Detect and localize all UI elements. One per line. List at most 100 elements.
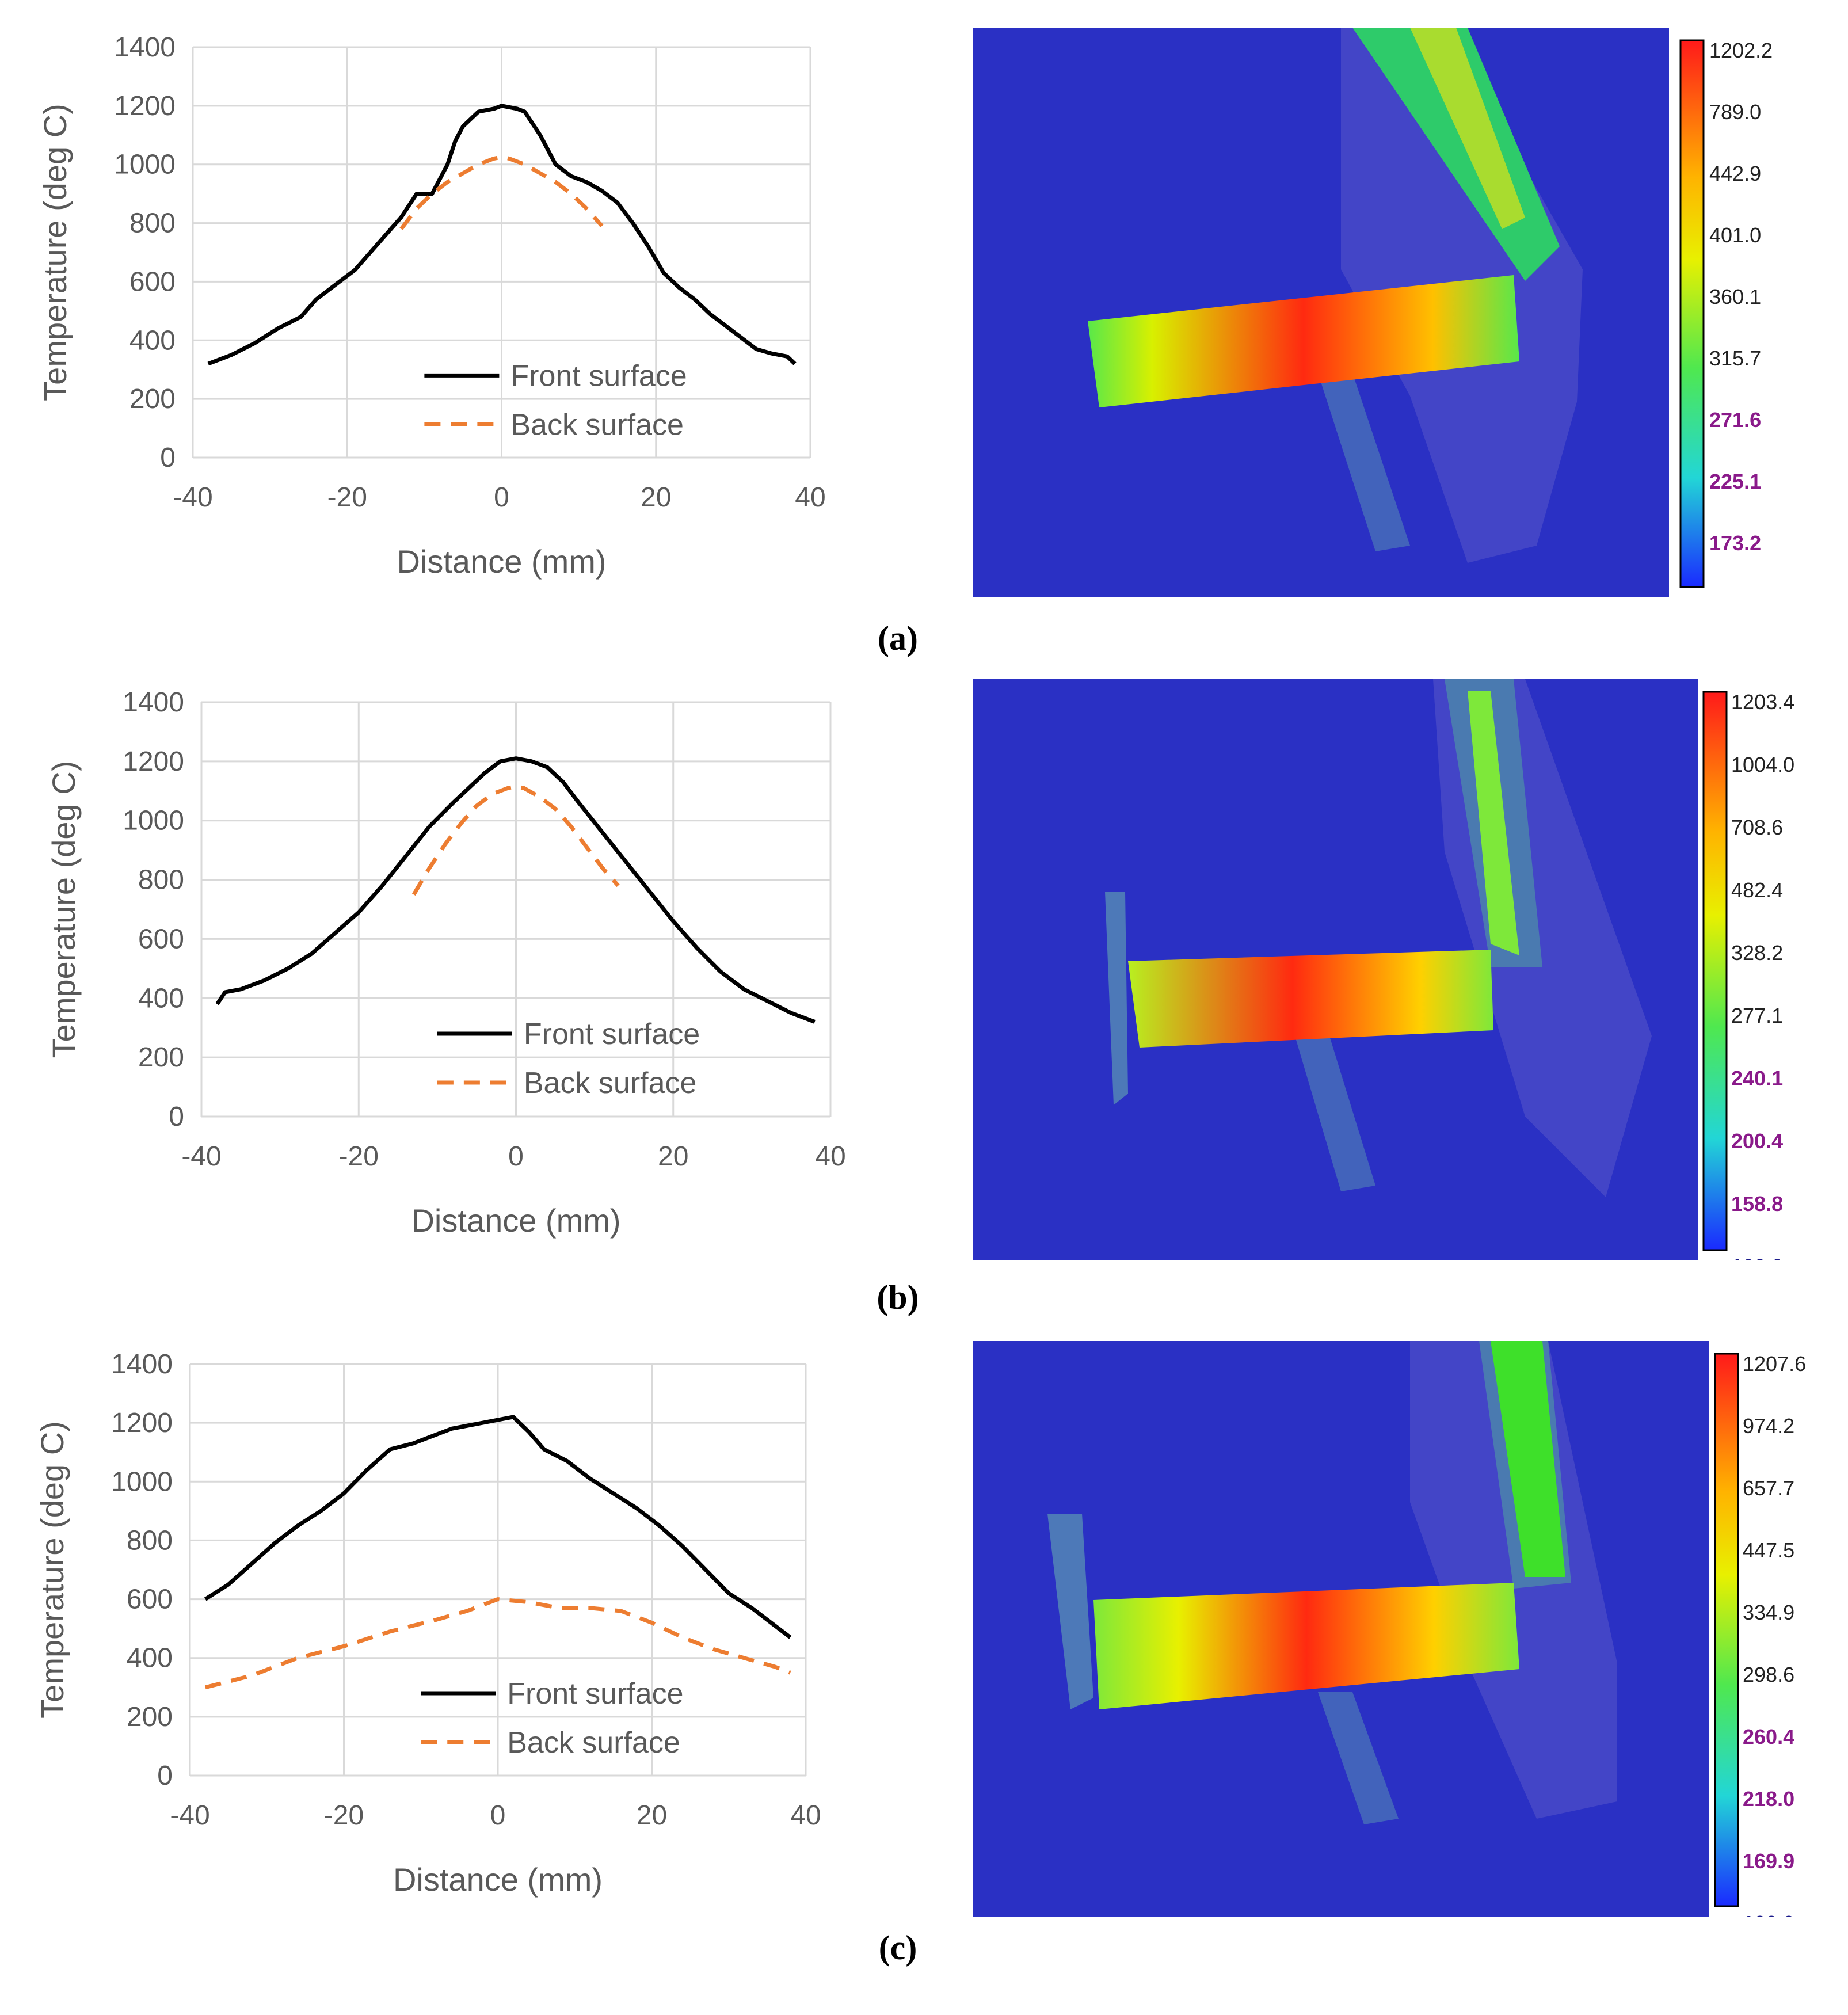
y-tick-label: 1000	[111, 1467, 173, 1497]
legend-label: Back surface	[507, 1726, 680, 1759]
colorbar-label: 315.7	[1709, 346, 1761, 370]
line-chart-a: 0 200 400 600 800 1000 1200 1400 -40 -20 0 20 40 Dist…	[37, 32, 826, 580]
y-axis-title: Temperature (deg C)	[37, 104, 73, 401]
y-tick-label: 400	[138, 983, 184, 1014]
y-tick-label: 0	[157, 1761, 173, 1791]
thermal-stem	[1318, 1692, 1399, 1824]
colorbar-label: 173.2	[1709, 531, 1761, 555]
legend-label: Front surface	[507, 1677, 683, 1711]
thermal-stem	[1295, 1036, 1375, 1191]
line-chart-c: 0 200 400 600 800 1000 1200 1400 -40 -20 0 20 40 Dist…	[34, 1349, 821, 1898]
x-axis-title: Distance (mm)	[393, 1861, 603, 1898]
colorbar-label: 260.4	[1743, 1725, 1794, 1749]
colorbar-label: 225.1	[1709, 470, 1761, 493]
thermal-image-a: 1202.2 789.0 442.9 401.0 360.1 315.7 271.6 225.…	[973, 28, 1801, 597]
thermal-flange	[1047, 1514, 1093, 1709]
colorbar-label: 482.4	[1731, 878, 1783, 902]
y-tick-label: 800	[127, 1525, 173, 1556]
thermal-arm-hot	[1491, 1341, 1565, 1577]
x-tick-label: 0	[508, 1141, 524, 1172]
series-back-surface	[399, 155, 604, 230]
y-axis-title: Temperature (deg C)	[34, 1421, 70, 1719]
panel-c: 0 200 400 600 800 1000 1200 1400 -40 -20 0 20 40 Dist…	[0, 1318, 1848, 2015]
colorbar-label: 169.9	[1743, 1849, 1794, 1873]
y-tick-label: 0	[160, 443, 176, 473]
colorbar-label: 789.0	[1709, 100, 1761, 124]
colorbar-label: 158.8	[1731, 1192, 1783, 1216]
legend-label: Back surface	[510, 408, 684, 441]
y-tick-label: 1200	[123, 746, 184, 777]
thermal-stem	[1318, 373, 1410, 551]
y-tick-label: 400	[129, 325, 176, 356]
colorbar-label: 447.5	[1743, 1538, 1794, 1562]
series-front-surface	[207, 104, 797, 366]
thermal-map-a: 1202.2 789.0 442.9 401.0 360.1 315.7 271.6 225.…	[973, 28, 1801, 597]
colorbar-label: 401.0	[1709, 223, 1761, 247]
x-tick-label: -20	[339, 1141, 379, 1172]
x-tick-label: -20	[324, 1800, 364, 1831]
y-tick-label: 800	[129, 208, 176, 239]
y-tick-label: 600	[129, 266, 176, 297]
colorbar-label: 360.1	[1709, 285, 1761, 308]
y-tick-label: 400	[127, 1643, 173, 1674]
colorbar-label: 277.1	[1731, 1004, 1783, 1027]
x-tick-label: -40	[181, 1141, 221, 1172]
y-tick-label: 1400	[111, 1349, 173, 1380]
caption-a-text: (a)	[878, 619, 918, 657]
colorbar-label: 974.2	[1743, 1414, 1794, 1438]
thermal-image-c: 1207.6 974.2 657.7 447.5 334.9 298.6 260.4 218.…	[973, 1341, 1819, 1917]
colorbar-label: 100.0	[1743, 1911, 1794, 1917]
colorbar-label: 100.0	[1709, 593, 1761, 597]
x-tick-label: 0	[494, 482, 509, 513]
line-chart-b: 0 200 400 600 800 1000 1200 1400 -40 -20 0 20 40 Dist…	[45, 687, 846, 1239]
y-tick-label: 600	[127, 1584, 173, 1615]
panel-a: 0 200 400 600 800 1000 1200 1400 -40 -20 0 20 40 Dist…	[0, 0, 1848, 657]
colorbar-label: 271.6	[1709, 408, 1761, 432]
x-tick-label: -40	[170, 1800, 209, 1831]
x-tick-label: 20	[637, 1800, 667, 1831]
colorbar-label: 334.9	[1743, 1601, 1794, 1624]
thermal-arm-hot	[1468, 691, 1519, 955]
y-tick-label: 1400	[114, 32, 176, 63]
y-tick-label: 0	[169, 1102, 184, 1132]
colorbar-label: 1004.0	[1731, 753, 1794, 776]
colorbar-labels-a: 1202.2 789.0 442.9 401.0 360.1 315.7 271.6 225.…	[1709, 39, 1773, 597]
thermal-map-b: 1203.4 1004.0 708.6 482.4 328.2 277.1 240.1 200…	[973, 679, 1813, 1260]
caption-b: (b)	[840, 1278, 955, 1317]
thermal-bar	[1128, 950, 1493, 1048]
y-tick-label: 800	[138, 865, 184, 896]
x-tick-label: 0	[490, 1800, 506, 1831]
colorbar	[1702, 691, 1728, 1251]
colorbar	[1679, 39, 1705, 588]
colorbar-label: 1202.2	[1709, 39, 1773, 62]
panel-b: 0 200 400 600 800 1000 1200 1400 -40 -20 0 20 40 Dist…	[0, 656, 1848, 1316]
x-tick-label: 20	[658, 1141, 688, 1172]
colorbar-label: 708.6	[1731, 816, 1783, 839]
x-tick-label: 40	[815, 1141, 845, 1172]
caption-c: (c)	[840, 1928, 955, 1968]
caption-c-text: (c)	[878, 1929, 917, 1967]
caption-b-text: (b)	[877, 1278, 919, 1316]
colorbar-label: 657.7	[1743, 1476, 1794, 1500]
x-axis-title: Distance (mm)	[411, 1202, 620, 1239]
y-tick-label: 200	[129, 384, 176, 414]
series-back-surface	[411, 784, 620, 896]
y-tick-label: 1200	[111, 1408, 173, 1438]
thermal-flange	[1105, 892, 1128, 1105]
thermal-image-b: 1203.4 1004.0 708.6 482.4 328.2 277.1 240.1 200…	[973, 679, 1813, 1260]
thermal-bar	[1088, 275, 1519, 407]
thermal-bar	[1093, 1583, 1519, 1709]
colorbar-label: 218.0	[1743, 1787, 1794, 1811]
y-tick-label: 1000	[123, 806, 184, 836]
y-tick-label: 600	[138, 924, 184, 954]
legend-label: Front surface	[510, 359, 687, 393]
x-tick-label: -20	[327, 482, 367, 513]
series-back-surface	[204, 1597, 791, 1690]
x-tick-label: 40	[795, 482, 825, 513]
colorbar-label: 240.1	[1731, 1066, 1783, 1090]
x-tick-label: 40	[790, 1800, 821, 1831]
y-tick-label: 1200	[114, 91, 176, 121]
thermal-map-c: 1207.6 974.2 657.7 447.5 334.9 298.6 260.4 218.…	[973, 1341, 1819, 1917]
colorbar-label: 1203.4	[1731, 690, 1794, 714]
x-tick-label: -40	[173, 482, 212, 513]
